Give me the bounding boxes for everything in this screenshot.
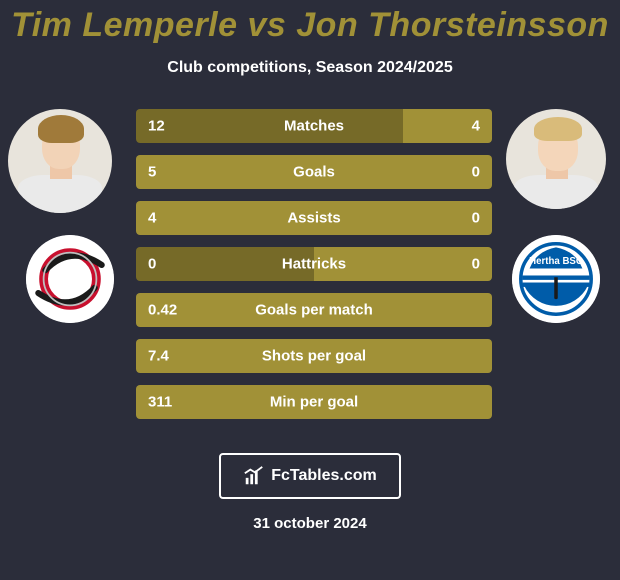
player-left-portrait xyxy=(8,109,112,213)
stat-value-left: 311 xyxy=(148,394,172,411)
vs-text: vs xyxy=(247,6,286,44)
footer-brand-badge: FcTables.com xyxy=(219,453,401,499)
stat-value-right: 0 xyxy=(472,210,480,227)
subtitle: Club competitions, Season 2024/2025 xyxy=(0,59,620,77)
hertha-bsc-icon: Hertha BSC xyxy=(512,235,600,323)
stat-value-left: 0 xyxy=(148,256,156,273)
stat-row: 7.4 Shots per goal xyxy=(136,339,492,373)
player-right-portrait xyxy=(506,109,606,209)
stat-value-left: 7.4 xyxy=(148,348,169,365)
svg-text:Hertha BSC: Hertha BSC xyxy=(529,256,583,267)
date-text: 31 october 2024 xyxy=(0,515,620,532)
chart-icon xyxy=(243,465,265,487)
stat-metric-label: Min per goal xyxy=(270,394,358,411)
stat-row: 4 0 Assists xyxy=(136,201,492,235)
stat-value-right: 0 xyxy=(472,164,480,181)
stat-value-left: 5 xyxy=(148,164,156,181)
stat-value-right: 0 xyxy=(472,256,480,273)
club-right-logo: Hertha BSC xyxy=(512,235,600,323)
stat-row: 0 0 Hattricks xyxy=(136,247,492,281)
stat-value-right: 4 xyxy=(472,118,480,135)
stat-metric-label: Matches xyxy=(284,118,344,135)
stat-row: 311 Min per goal xyxy=(136,385,492,419)
stat-metric-label: Assists xyxy=(287,210,340,227)
footer-brand-text: FcTables.com xyxy=(271,467,377,485)
stat-bars: 12 4 Matches 5 0 Goals 4 0 Assists 0 0 Hattricks 0.4… xyxy=(136,109,492,431)
stat-value-left: 4 xyxy=(148,210,156,227)
stat-metric-label: Hattricks xyxy=(282,256,346,273)
stat-metric-label: Goals xyxy=(293,164,335,181)
stat-value-left: 0.42 xyxy=(148,302,177,319)
hurricane-style-icon xyxy=(26,235,114,323)
club-left-logo xyxy=(26,235,114,323)
stat-row: 5 0 Goals xyxy=(136,155,492,189)
stat-row: 12 4 Matches xyxy=(136,109,492,143)
player-left-name: Tim Lemperle xyxy=(11,6,237,44)
comparison-content: Hertha BSC 12 4 Matches 5 0 Goals 4 0 Assists 0 0 H… xyxy=(0,109,620,429)
stat-metric-label: Shots per goal xyxy=(262,348,366,365)
comparison-title: Tim Lemperle vs Jon Thorsteinsson xyxy=(0,0,620,45)
player-right-name: Jon Thorsteinsson xyxy=(296,6,609,44)
stat-row: 0.42 Goals per match xyxy=(136,293,492,327)
stat-value-left: 12 xyxy=(148,118,165,135)
stat-metric-label: Goals per match xyxy=(255,302,373,319)
